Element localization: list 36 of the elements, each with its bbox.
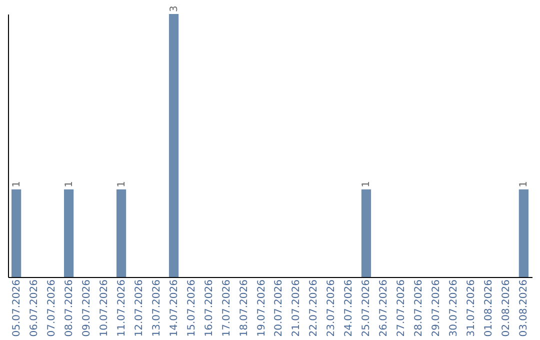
x-tick-label: 28.07.2026 <box>414 280 425 337</box>
x-tick-label: 25.07.2026 <box>361 280 372 337</box>
x-tick-label: 31.07.2026 <box>466 280 478 337</box>
data-label: 1 <box>361 180 372 188</box>
x-tick-label: 16.07.2026 <box>204 280 215 337</box>
x-tick-label: 09.07.2026 <box>81 280 92 337</box>
x-tick-label: 15.07.2026 <box>186 280 198 337</box>
x-tick-label: 05.07.2026 <box>11 280 22 337</box>
x-tick-label: 06.07.2026 <box>28 280 40 337</box>
x-tick-label: 10.07.2026 <box>98 280 110 337</box>
x-tick-label: 27.07.2026 <box>396 280 408 337</box>
x-tick-label: 21.07.2026 <box>291 280 302 337</box>
x-tick-label: 19.07.2026 <box>256 280 268 337</box>
x-tick-label: 20.07.2026 <box>274 280 285 337</box>
x-tick-label: 12.07.2026 <box>134 280 145 337</box>
x-tick-label: 11.07.2026 <box>116 280 128 337</box>
x-tick-label: 24.07.2026 <box>344 280 355 337</box>
x-tick-label: 13.07.2026 <box>151 280 162 337</box>
x-tick-label: 17.07.2026 <box>221 280 232 337</box>
x-tick-label: 02.08.2026 <box>501 280 512 337</box>
x-tick-label: 26.07.2026 <box>378 280 390 337</box>
data-label: 1 <box>518 180 530 188</box>
x-tick-label: 07.07.2026 <box>46 280 58 337</box>
x-tick-label: 03.08.2026 <box>518 280 530 337</box>
x-tick-label: 23.07.2026 <box>326 280 338 337</box>
data-label: 1 <box>11 180 22 188</box>
x-tick-label: 08.07.2026 <box>64 280 75 337</box>
x-tick-label: 01.08.2026 <box>484 280 495 337</box>
data-label: 1 <box>116 180 128 188</box>
x-tick-label: 22.07.2026 <box>308 280 320 337</box>
x-tick-label: 29.07.2026 <box>431 280 442 337</box>
x-tick-label: 18.07.2026 <box>238 280 250 337</box>
x-tick-label: 14.07.2026 <box>168 280 180 337</box>
x-tick-label: 30.07.2026 <box>448 280 460 337</box>
data-label: 1 <box>64 180 75 188</box>
data-label: 3 <box>168 6 180 12</box>
